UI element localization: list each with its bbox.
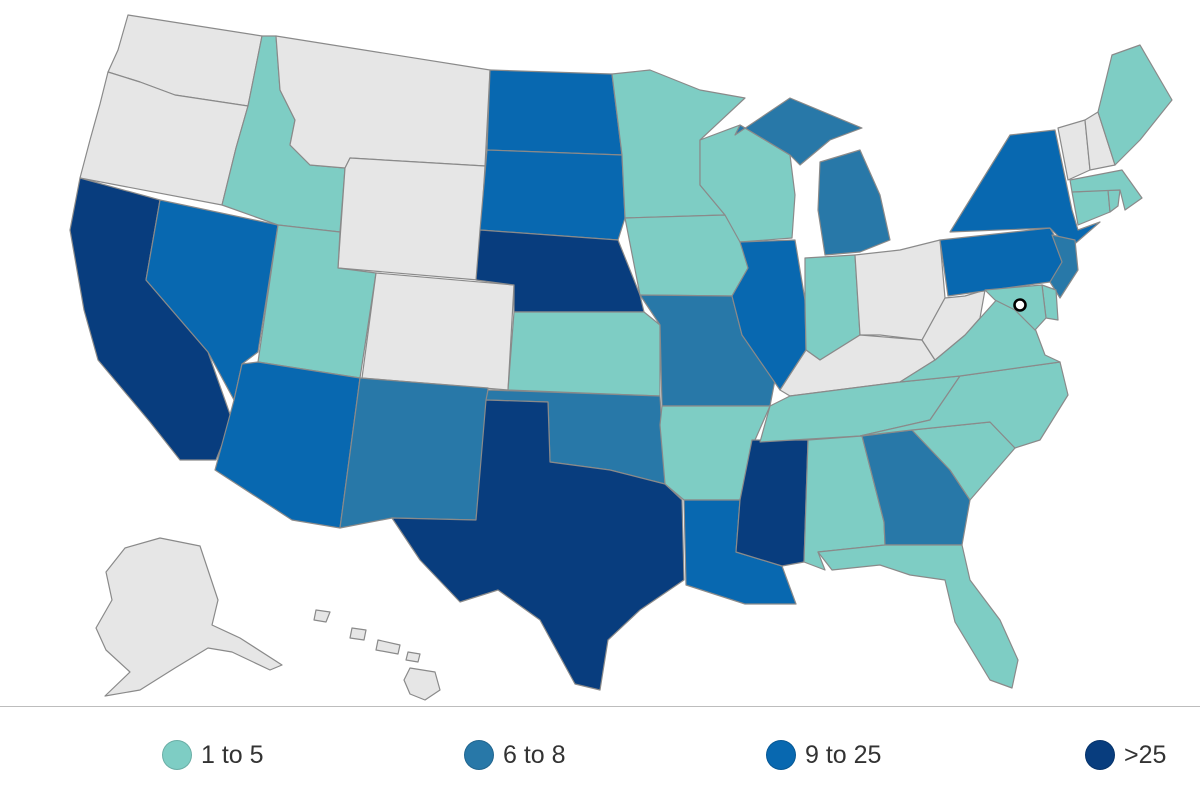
states-layer xyxy=(69,14,1173,701)
state-az xyxy=(214,361,361,529)
state-ri xyxy=(1107,189,1121,213)
legend-swatch-6-to-8 xyxy=(464,740,494,770)
state-ny xyxy=(949,129,1101,249)
state-hi xyxy=(313,609,441,701)
state-pa xyxy=(939,227,1071,297)
legend-item-over-25: >25 xyxy=(1085,740,1166,770)
state-wy xyxy=(337,157,486,281)
state-sd xyxy=(479,149,626,241)
state-nm xyxy=(339,377,489,529)
legend-swatch-9-to-25 xyxy=(766,740,796,770)
legend-item-1-to-5: 1 to 5 xyxy=(162,740,264,770)
us-choropleth-map xyxy=(69,14,1173,701)
state-ks xyxy=(507,311,661,397)
state-co xyxy=(361,272,515,391)
state-mt xyxy=(275,35,491,169)
legend-divider xyxy=(0,706,1200,707)
state-mi xyxy=(734,97,891,256)
legend-item-9-to-25: 9 to 25 xyxy=(766,740,881,770)
legend-label-over-25: >25 xyxy=(1124,741,1167,769)
legend-swatch-over-25 xyxy=(1085,740,1115,770)
dc-marker xyxy=(1013,298,1027,312)
state-ct xyxy=(1071,189,1111,226)
legend-item-6-to-8: 6 to 8 xyxy=(464,740,566,770)
state-me xyxy=(1097,44,1173,166)
legend-label-1-to-5: 1 to 5 xyxy=(201,741,264,769)
state-nj xyxy=(1049,234,1079,299)
legend-label-9-to-25: 9 to 25 xyxy=(805,741,882,769)
state-ma xyxy=(1069,169,1143,211)
state-ia xyxy=(624,214,749,297)
state-tx xyxy=(391,399,685,691)
state-ak xyxy=(95,537,283,697)
legend-label-6-to-8: 6 to 8 xyxy=(503,741,566,769)
legend-swatch-1-to-5 xyxy=(162,740,192,770)
state-fl xyxy=(817,544,1019,689)
state-wv xyxy=(921,289,986,361)
legend: 1 to 5 6 to 8 9 to 25 >25 xyxy=(0,722,1200,786)
state-nd xyxy=(486,69,623,156)
